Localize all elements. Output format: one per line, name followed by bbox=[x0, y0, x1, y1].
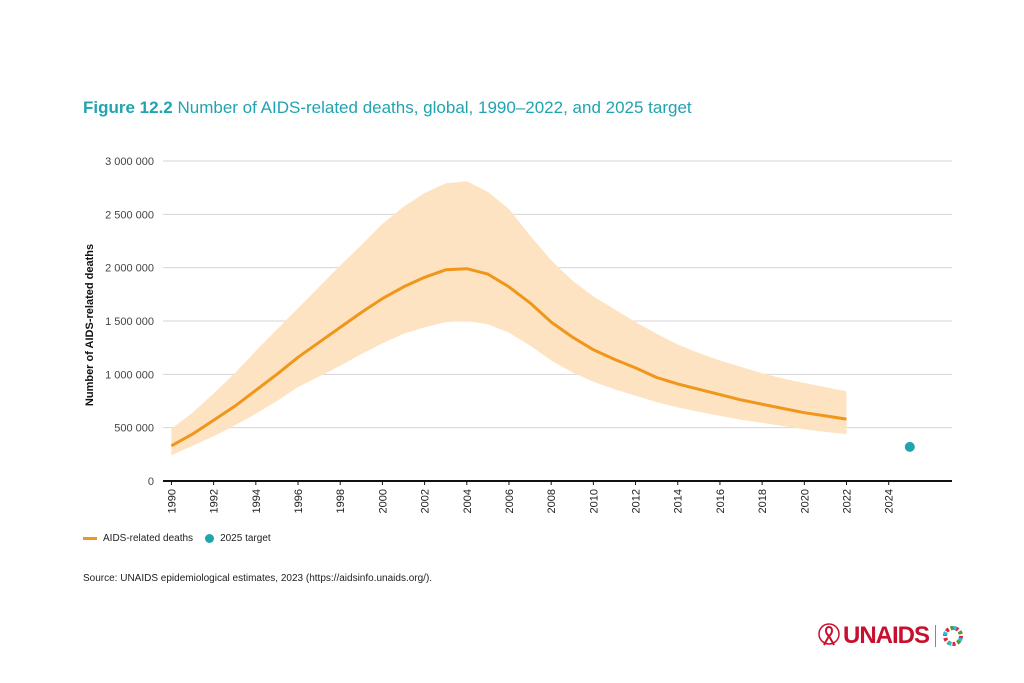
y-tick-label-4: 2 000 000 bbox=[105, 263, 154, 275]
data-points bbox=[904, 441, 915, 452]
series-lines bbox=[170, 267, 847, 448]
y-tick-labels: 0 500 000 1 000 000 1 500 000 2 000 000 2 500… bbox=[105, 156, 154, 488]
y-tick-label-5: 2 500 000 bbox=[105, 209, 154, 221]
y-tick-label-1: 500 000 bbox=[114, 423, 154, 435]
y-tick-label-6: 3 000 000 bbox=[105, 156, 154, 168]
y-axis-label: Number of AIDS-related deaths bbox=[84, 244, 96, 406]
x-tick-label-1990: 1990 bbox=[166, 489, 178, 513]
x-tick-label-1994: 1994 bbox=[251, 489, 263, 513]
figure-label: Figure 12.2 bbox=[83, 98, 173, 117]
y-tick-label-3: 1 500 000 bbox=[105, 316, 154, 328]
dot-swatch-icon bbox=[205, 534, 215, 543]
figure-title: Figure 12.2 Number of AIDS-related death… bbox=[83, 98, 692, 118]
x-tick-label-2004: 2004 bbox=[462, 489, 474, 513]
legend-item-target: 2025 target bbox=[205, 533, 271, 544]
logo-text: UNAIDS bbox=[843, 622, 930, 649]
series-line-aids-deaths bbox=[170, 267, 847, 448]
x-tick-label-2000: 2000 bbox=[377, 489, 389, 513]
x-tick-label-1996: 1996 bbox=[293, 489, 305, 513]
line-swatch-icon bbox=[83, 537, 97, 540]
legend-label-deaths: AIDS-related deaths bbox=[103, 533, 194, 544]
legend: AIDS-related deaths 2025 target bbox=[83, 533, 283, 544]
sdg-wheel-icon bbox=[943, 626, 964, 646]
x-tick-label-2018: 2018 bbox=[757, 489, 769, 513]
x-tick-labels: 1990 1992 1994 1996 1998 2000 2002 2004 2006 2008… bbox=[166, 489, 895, 513]
target-point-2025 bbox=[904, 441, 915, 452]
y-tick-label-2: 1 000 000 bbox=[105, 369, 154, 381]
y-tick-label-0: 0 bbox=[148, 476, 154, 488]
x-tick-label-2008: 2008 bbox=[546, 489, 558, 513]
unaids-logo: UNAIDS bbox=[818, 622, 964, 650]
source-note: Source: UNAIDS epidemiological estimates… bbox=[83, 573, 433, 584]
uncertainty-band bbox=[171, 181, 847, 456]
figure-title-text: Number of AIDS-related deaths, global, 1… bbox=[177, 98, 692, 117]
x-tick-label-1998: 1998 bbox=[335, 489, 347, 513]
x-tick-label-2010: 2010 bbox=[588, 489, 600, 513]
legend-label-target: 2025 target bbox=[220, 533, 271, 544]
x-tick-label-2020: 2020 bbox=[799, 489, 811, 513]
logo-divider bbox=[935, 625, 937, 647]
x-tick-label-2022: 2022 bbox=[842, 489, 854, 513]
x-tick-label-2006: 2006 bbox=[504, 489, 516, 513]
x-tick-label-2024: 2024 bbox=[884, 489, 896, 513]
x-tick-label-2002: 2002 bbox=[420, 489, 432, 513]
x-tick-label-1992: 1992 bbox=[209, 489, 221, 513]
x-tick-label-2016: 2016 bbox=[715, 489, 727, 513]
red-ribbon-icon bbox=[818, 623, 840, 646]
x-tick-label-2012: 2012 bbox=[631, 489, 643, 513]
axes bbox=[163, 480, 952, 485]
legend-item-deaths: AIDS-related deaths bbox=[83, 533, 193, 544]
uncertainty-band-area bbox=[171, 181, 847, 456]
x-tick-label-2014: 2014 bbox=[673, 489, 685, 513]
